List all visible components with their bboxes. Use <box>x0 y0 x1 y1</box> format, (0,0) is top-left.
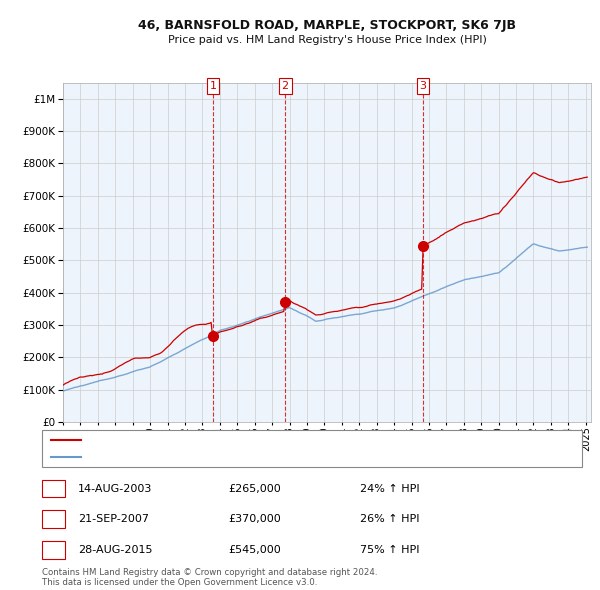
Text: 3: 3 <box>50 545 57 555</box>
Text: 26% ↑ HPI: 26% ↑ HPI <box>360 514 419 524</box>
Text: 75% ↑ HPI: 75% ↑ HPI <box>360 545 419 555</box>
Text: £265,000: £265,000 <box>228 484 281 493</box>
Text: 14-AUG-2003: 14-AUG-2003 <box>78 484 152 493</box>
Text: 3: 3 <box>419 81 427 91</box>
Text: £545,000: £545,000 <box>228 545 281 555</box>
Text: £370,000: £370,000 <box>228 514 281 524</box>
Text: 46, BARNSFOLD ROAD, MARPLE, STOCKPORT, SK6 7JB: 46, BARNSFOLD ROAD, MARPLE, STOCKPORT, S… <box>138 19 516 32</box>
Text: 2: 2 <box>50 514 57 524</box>
Text: This data is licensed under the Open Government Licence v3.0.: This data is licensed under the Open Gov… <box>42 578 317 587</box>
Text: 1: 1 <box>210 81 217 91</box>
Text: Contains HM Land Registry data © Crown copyright and database right 2024.: Contains HM Land Registry data © Crown c… <box>42 568 377 577</box>
Text: 21-SEP-2007: 21-SEP-2007 <box>78 514 149 524</box>
Text: 46, BARNSFOLD ROAD, MARPLE, STOCKPORT, SK6 7JB (detached house): 46, BARNSFOLD ROAD, MARPLE, STOCKPORT, S… <box>87 435 441 445</box>
Text: 1: 1 <box>50 484 57 493</box>
Text: 28-AUG-2015: 28-AUG-2015 <box>78 545 152 555</box>
Text: Price paid vs. HM Land Registry's House Price Index (HPI): Price paid vs. HM Land Registry's House … <box>167 35 487 45</box>
Text: 24% ↑ HPI: 24% ↑ HPI <box>360 484 419 493</box>
Text: 2: 2 <box>281 81 289 91</box>
Text: HPI: Average price, detached house, Stockport: HPI: Average price, detached house, Stoc… <box>87 452 315 462</box>
